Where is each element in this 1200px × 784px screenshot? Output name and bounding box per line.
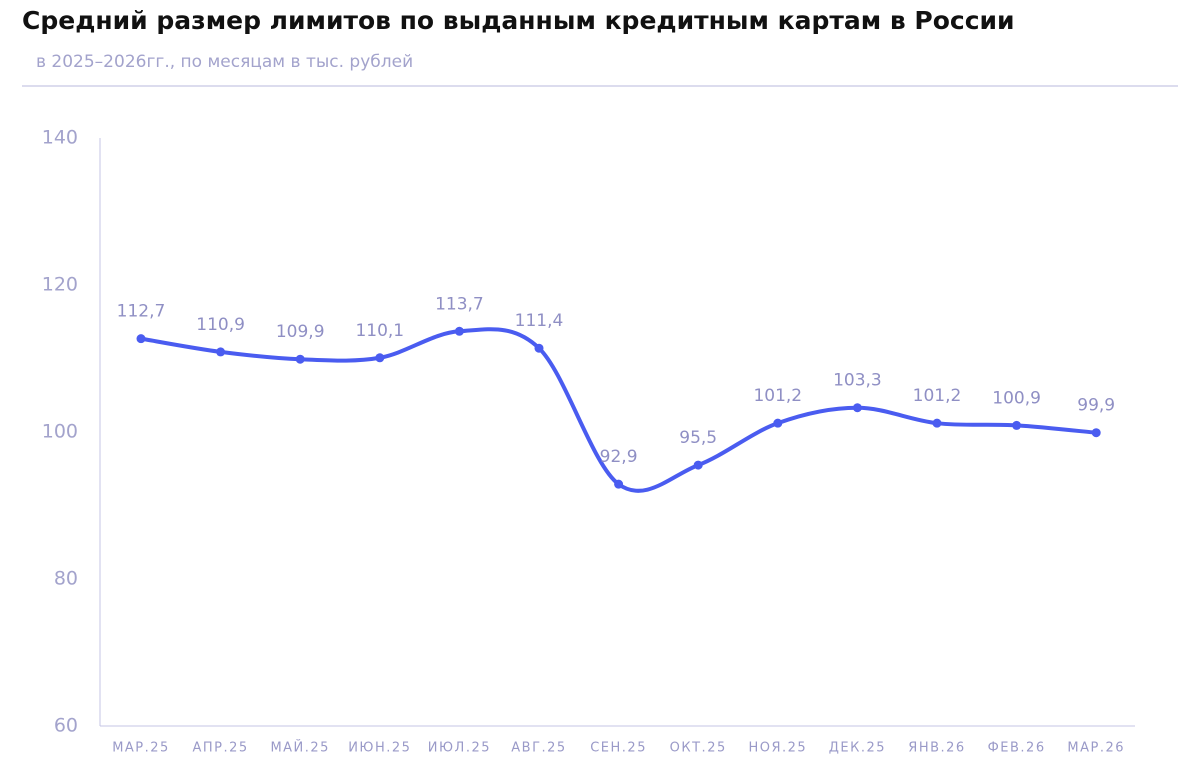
data-label: 110,9: [196, 315, 245, 335]
point: [375, 353, 385, 363]
data-label: 110,1: [355, 321, 404, 341]
y-tick-label: 140: [42, 127, 78, 149]
point: [216, 347, 226, 357]
x-tick-label: ИЮН.25: [348, 741, 411, 756]
x-tick-label: ЯНВ.26: [908, 741, 965, 756]
data-label: 112,7: [117, 302, 166, 322]
x-tick-label: ДЕК.25: [829, 741, 886, 756]
x-tick-label: ИЮЛ.25: [428, 741, 491, 756]
x-tick-label: СЕН.25: [590, 741, 647, 756]
x-tick-label: АВГ.25: [511, 741, 566, 756]
x-tick-label: ОКТ.25: [670, 741, 727, 756]
data-label: 111,4: [515, 311, 564, 331]
x-tick-label: АПР.25: [193, 741, 249, 756]
data-label: 101,2: [753, 386, 802, 406]
y-tick-label: 120: [42, 274, 78, 296]
point: [295, 354, 305, 364]
y-tick-label: 100: [42, 421, 78, 443]
data-label: 100,9: [992, 388, 1041, 408]
y-tick-label: 60: [54, 715, 78, 737]
data-label: 113,7: [435, 294, 484, 314]
data-label: 92,9: [600, 447, 638, 467]
y-tick-label: 80: [54, 568, 78, 590]
data-label: 95,5: [679, 428, 717, 448]
point: [454, 326, 464, 336]
point: [1091, 428, 1101, 438]
point: [614, 479, 624, 489]
point: [852, 403, 862, 413]
data-label: 109,9: [276, 322, 325, 342]
point: [1012, 420, 1022, 430]
data-label: 101,2: [913, 386, 962, 406]
x-tick-label: НОЯ.25: [748, 741, 807, 756]
point: [693, 460, 703, 470]
point: [534, 343, 544, 353]
x-tick-label: МАР.25: [112, 741, 170, 756]
x-tick-label: МАЙ.25: [270, 740, 330, 756]
data-label: 103,3: [833, 371, 882, 391]
chart-title: Средний размер лимитов по выданным креди…: [22, 6, 1015, 35]
point: [932, 418, 942, 428]
point: [136, 334, 146, 344]
point: [773, 418, 783, 428]
chart-subtitle: в 2025–2026гг., по месяцам в тыс. рублей: [36, 52, 413, 72]
data-label: 99,9: [1077, 396, 1115, 416]
x-tick-label: МАР.26: [1067, 741, 1125, 756]
x-tick-label: ФЕВ.26: [988, 741, 1046, 756]
